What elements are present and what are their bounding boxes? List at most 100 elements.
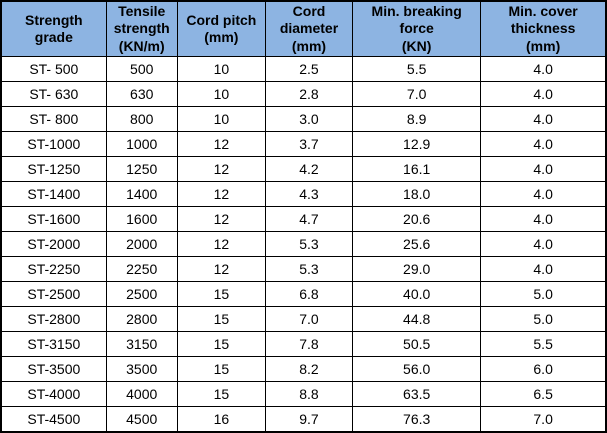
- table-cell: ST-1000: [0, 131, 107, 157]
- table-cell: 16.1: [352, 156, 482, 182]
- table-header: Strength grade Tensile strength (KN/m) Cor…: [0, 0, 607, 57]
- table-cell: ST-2500: [0, 281, 107, 307]
- column-header: Min. breaking force (KN): [352, 0, 482, 57]
- table-cell: 15: [176, 356, 266, 382]
- table-cell: 4.0: [480, 206, 607, 232]
- column-header: Cord diameter (mm): [264, 0, 354, 57]
- table-cell: 4.0: [480, 231, 607, 257]
- table-row: ST-1600 1600 12 4.7 20.6 4.0: [0, 206, 607, 232]
- table-cell: 12: [176, 256, 266, 282]
- column-header: Strength grade: [0, 0, 107, 57]
- table-cell: 2.8: [264, 81, 354, 107]
- table-cell: 15: [176, 381, 266, 407]
- table-cell: 4.0: [480, 81, 607, 107]
- table-cell: 10: [176, 81, 266, 107]
- table-cell: ST-2250: [0, 256, 107, 282]
- table-cell: 2000: [105, 231, 178, 257]
- table-row: ST-2000 2000 12 5.3 25.6 4.0: [0, 231, 607, 257]
- table-cell: 10: [176, 56, 266, 82]
- table-cell: 12: [176, 131, 266, 157]
- table-cell: 630: [105, 81, 178, 107]
- table-cell: 4500: [105, 406, 178, 433]
- table-cell: 29.0: [352, 256, 482, 282]
- table-row: ST- 630 630 10 2.8 7.0 4.0: [0, 81, 607, 107]
- table-row: ST-2250 2250 12 5.3 29.0 4.0: [0, 256, 607, 282]
- table-cell: 12: [176, 181, 266, 207]
- table-cell: ST-3150: [0, 331, 107, 357]
- table-cell: 4.2: [264, 156, 354, 182]
- table-cell: 2500: [105, 281, 178, 307]
- table-row: ST-1250 1250 12 4.2 16.1 4.0: [0, 156, 607, 182]
- table-cell: ST-3500: [0, 356, 107, 382]
- table-cell: ST-1600: [0, 206, 107, 232]
- table-cell: 2800: [105, 306, 178, 332]
- table-cell: ST-4500: [0, 406, 107, 433]
- column-header: Cord pitch (mm): [176, 0, 266, 57]
- table-cell: 1400: [105, 181, 178, 207]
- table-cell: 7.8: [264, 331, 354, 357]
- table-cell: ST-4000: [0, 381, 107, 407]
- table-cell: 8.8: [264, 381, 354, 407]
- table-body: ST- 500 500 10 2.5 5.5 4.0 ST- 630 630 10 2.8 7.0 4…: [0, 56, 607, 433]
- table-row: ST-1000 1000 12 3.7 12.9 4.0: [0, 131, 607, 157]
- table-row: ST-2800 2800 15 7.0 44.8 5.0: [0, 306, 607, 332]
- table-cell: 7.0: [480, 406, 607, 433]
- table-cell: 50.5: [352, 331, 482, 357]
- table-cell: 76.3: [352, 406, 482, 433]
- table-cell: 44.8: [352, 306, 482, 332]
- table-cell: 12.9: [352, 131, 482, 157]
- table-cell: 4.3: [264, 181, 354, 207]
- table-row: ST- 500 500 10 2.5 5.5 4.0: [0, 56, 607, 82]
- table-cell: ST-2000: [0, 231, 107, 257]
- table-cell: 800: [105, 106, 178, 132]
- table-cell: ST-2800: [0, 306, 107, 332]
- table-cell: 15: [176, 281, 266, 307]
- table-cell: 8.9: [352, 106, 482, 132]
- table-cell: ST-1400: [0, 181, 107, 207]
- table-cell: 4.0: [480, 131, 607, 157]
- table-cell: 8.2: [264, 356, 354, 382]
- table-cell: 4.0: [480, 156, 607, 182]
- table-cell: 6.5: [480, 381, 607, 407]
- table-cell: 6.0: [480, 356, 607, 382]
- table-cell: 2250: [105, 256, 178, 282]
- table-cell: 3500: [105, 356, 178, 382]
- table-row: ST-2500 2500 15 6.8 40.0 5.0: [0, 281, 607, 307]
- table-cell: 1250: [105, 156, 178, 182]
- table-cell: 5.3: [264, 256, 354, 282]
- table-cell: 7.0: [352, 81, 482, 107]
- table-cell: 9.7: [264, 406, 354, 433]
- table-cell: 6.8: [264, 281, 354, 307]
- table-cell: 12: [176, 156, 266, 182]
- table-row: ST-4500 4500 16 9.7 76.3 7.0: [0, 406, 607, 433]
- column-header: Min. cover thickness (mm): [480, 0, 607, 57]
- table-cell: 3.7: [264, 131, 354, 157]
- table-cell: 5.0: [480, 281, 607, 307]
- table-cell: 10: [176, 106, 266, 132]
- table-cell: 12: [176, 206, 266, 232]
- table-cell: 4.7: [264, 206, 354, 232]
- table-cell: 5.3: [264, 231, 354, 257]
- table-cell: 4.0: [480, 256, 607, 282]
- table-cell: 3150: [105, 331, 178, 357]
- table-row: ST-3150 3150 15 7.8 50.5 5.5: [0, 331, 607, 357]
- table-cell: 1000: [105, 131, 178, 157]
- table-cell: 15: [176, 331, 266, 357]
- table-cell: 18.0: [352, 181, 482, 207]
- table-cell: 56.0: [352, 356, 482, 382]
- table-cell: 20.6: [352, 206, 482, 232]
- table-cell: 1600: [105, 206, 178, 232]
- table-cell: 4.0: [480, 181, 607, 207]
- table-cell: 16: [176, 406, 266, 433]
- table-cell: ST- 500: [0, 56, 107, 82]
- table-cell: 12: [176, 231, 266, 257]
- table-cell: ST- 630: [0, 81, 107, 107]
- table-cell: 500: [105, 56, 178, 82]
- table-cell: ST-1250: [0, 156, 107, 182]
- table-cell: 40.0: [352, 281, 482, 307]
- table-cell: 4000: [105, 381, 178, 407]
- column-header: Tensile strength (KN/m): [105, 0, 178, 57]
- table-row: ST- 800 800 10 3.0 8.9 4.0: [0, 106, 607, 132]
